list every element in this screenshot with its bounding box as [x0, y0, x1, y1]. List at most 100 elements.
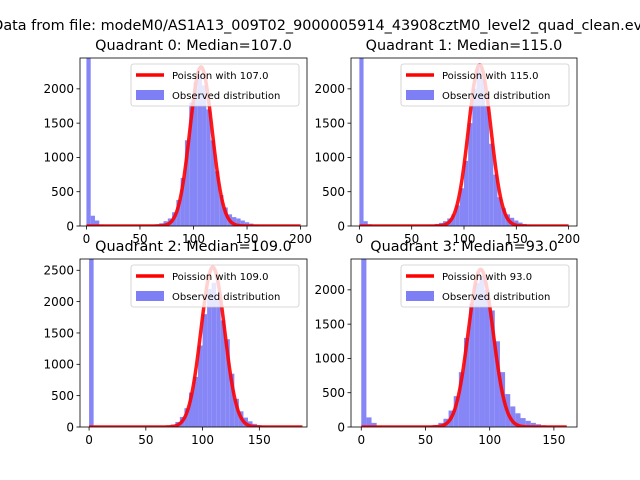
x-tick-label: 200 — [557, 232, 580, 246]
histogram-bar — [363, 221, 368, 226]
legend-line-label: Poission with 107.0 — [172, 71, 268, 82]
legend: Poission with 115.0 Observed distribution — [400, 63, 570, 107]
legend-hist-label: Observed distribution — [442, 91, 550, 102]
legend-box — [130, 264, 300, 308]
histogram-bar — [94, 220, 100, 226]
y-tick-label: 2000 — [314, 283, 345, 297]
legend: Poission with 93.0 Observed distribution — [400, 264, 570, 308]
histogram-bar — [458, 372, 464, 427]
y-tick-label: 1500 — [314, 317, 345, 331]
histogram-bar — [202, 314, 208, 427]
panel-title: Quadrant 3: Median=93.0 — [370, 239, 558, 255]
panel-title: Quadrant 2: Median=109.0 — [95, 239, 292, 255]
y-tick-label: 1500 — [43, 326, 74, 340]
legend-line-label: Poission with 109.0 — [172, 272, 268, 283]
histogram-bar — [480, 78, 485, 226]
histogram-bar — [474, 283, 480, 427]
legend-hist-label: Observed distribution — [172, 292, 280, 303]
histogram-bar — [236, 218, 241, 226]
histogram-bar — [476, 68, 481, 226]
histogram-bars — [359, 58, 552, 226]
histogram-bar — [89, 259, 94, 427]
y-tick-label: 500 — [51, 389, 74, 403]
histogram-bar — [202, 85, 207, 226]
histogram-bar — [371, 422, 377, 427]
x-tick-label: 150 — [236, 232, 259, 246]
histogram-bar — [210, 140, 215, 226]
histogram-bar — [206, 109, 211, 226]
y-tick-label: 0 — [66, 219, 74, 233]
histogram-bar — [453, 396, 459, 427]
legend-hist-label: Observed distribution — [442, 292, 550, 303]
histogram-bar — [455, 205, 460, 226]
axes-frame — [350, 258, 578, 428]
histogram-bar — [515, 413, 521, 427]
x-tick-label: 150 — [542, 433, 565, 447]
panel-title: Quadrant 0: Median=107.0 — [95, 38, 292, 54]
histogram-bar — [497, 197, 502, 226]
legend: Poission with 109.0 Observed distribution — [130, 264, 300, 308]
y-tick-label: 1500 — [43, 116, 74, 130]
histogram-bar — [211, 282, 217, 427]
histogram-bar — [530, 422, 536, 427]
legend-hist-swatch — [136, 90, 164, 100]
y-tick-label: 500 — [322, 386, 345, 400]
legend: Poission with 107.0 Observed distribution — [130, 63, 300, 107]
histogram-bar — [184, 140, 190, 226]
legend-hist-swatch — [406, 90, 434, 100]
histogram-bar — [501, 208, 506, 226]
histogram-bar — [197, 75, 203, 226]
histogram-bar — [520, 418, 526, 427]
histogram-bar — [198, 345, 203, 427]
histogram-bar — [193, 82, 198, 226]
legend-box — [400, 63, 570, 107]
axes-frame — [79, 258, 308, 428]
histogram-bar — [219, 195, 224, 226]
y-tick-label: 0 — [337, 219, 345, 233]
y-tick-label: 0 — [337, 420, 345, 434]
x-tick-label: 50 — [404, 232, 419, 246]
histogram-bar — [366, 417, 372, 427]
y-tick-label: 500 — [51, 185, 74, 199]
histogram-bar — [188, 392, 194, 427]
histogram-bar — [240, 220, 245, 226]
x-tick-label: 150 — [248, 433, 271, 447]
histogram-bar — [189, 102, 194, 226]
x-tick-label: 100 — [453, 232, 476, 246]
x-tick-label: 100 — [182, 232, 205, 246]
histogram-bar — [514, 220, 519, 226]
y-tick-label: 1500 — [314, 116, 345, 130]
legend-hist-swatch — [136, 291, 164, 301]
legend-hist-swatch — [406, 291, 434, 301]
histogram-bar — [244, 222, 250, 226]
y-tick-label: 1000 — [314, 352, 345, 366]
histogram-bar — [216, 298, 221, 427]
histogram-bar — [479, 276, 485, 427]
histogram-bar — [472, 88, 477, 226]
x-tick-label: 100 — [191, 433, 214, 447]
x-tick-label: 0 — [357, 433, 365, 447]
y-tick-label: 1000 — [43, 358, 74, 372]
y-tick-label: 2000 — [314, 82, 345, 96]
histogram-bar — [489, 143, 494, 226]
histogram-bar — [484, 106, 490, 226]
histogram-bar — [464, 160, 469, 226]
histogram-bar — [493, 174, 498, 226]
histogram-bar — [489, 310, 495, 427]
legend-hist-label: Observed distribution — [172, 91, 280, 102]
histogram-bar — [459, 188, 464, 226]
histogram-bar — [232, 217, 237, 226]
histogram-bar — [207, 289, 212, 427]
histogram-bar — [86, 58, 91, 226]
y-tick-label: 1000 — [43, 151, 74, 165]
histogram-bar — [220, 320, 226, 427]
histogram-bar — [510, 406, 516, 427]
x-tick-label: 100 — [478, 433, 501, 447]
x-tick-label: 0 — [356, 232, 364, 246]
y-tick-label: 0 — [66, 420, 74, 434]
